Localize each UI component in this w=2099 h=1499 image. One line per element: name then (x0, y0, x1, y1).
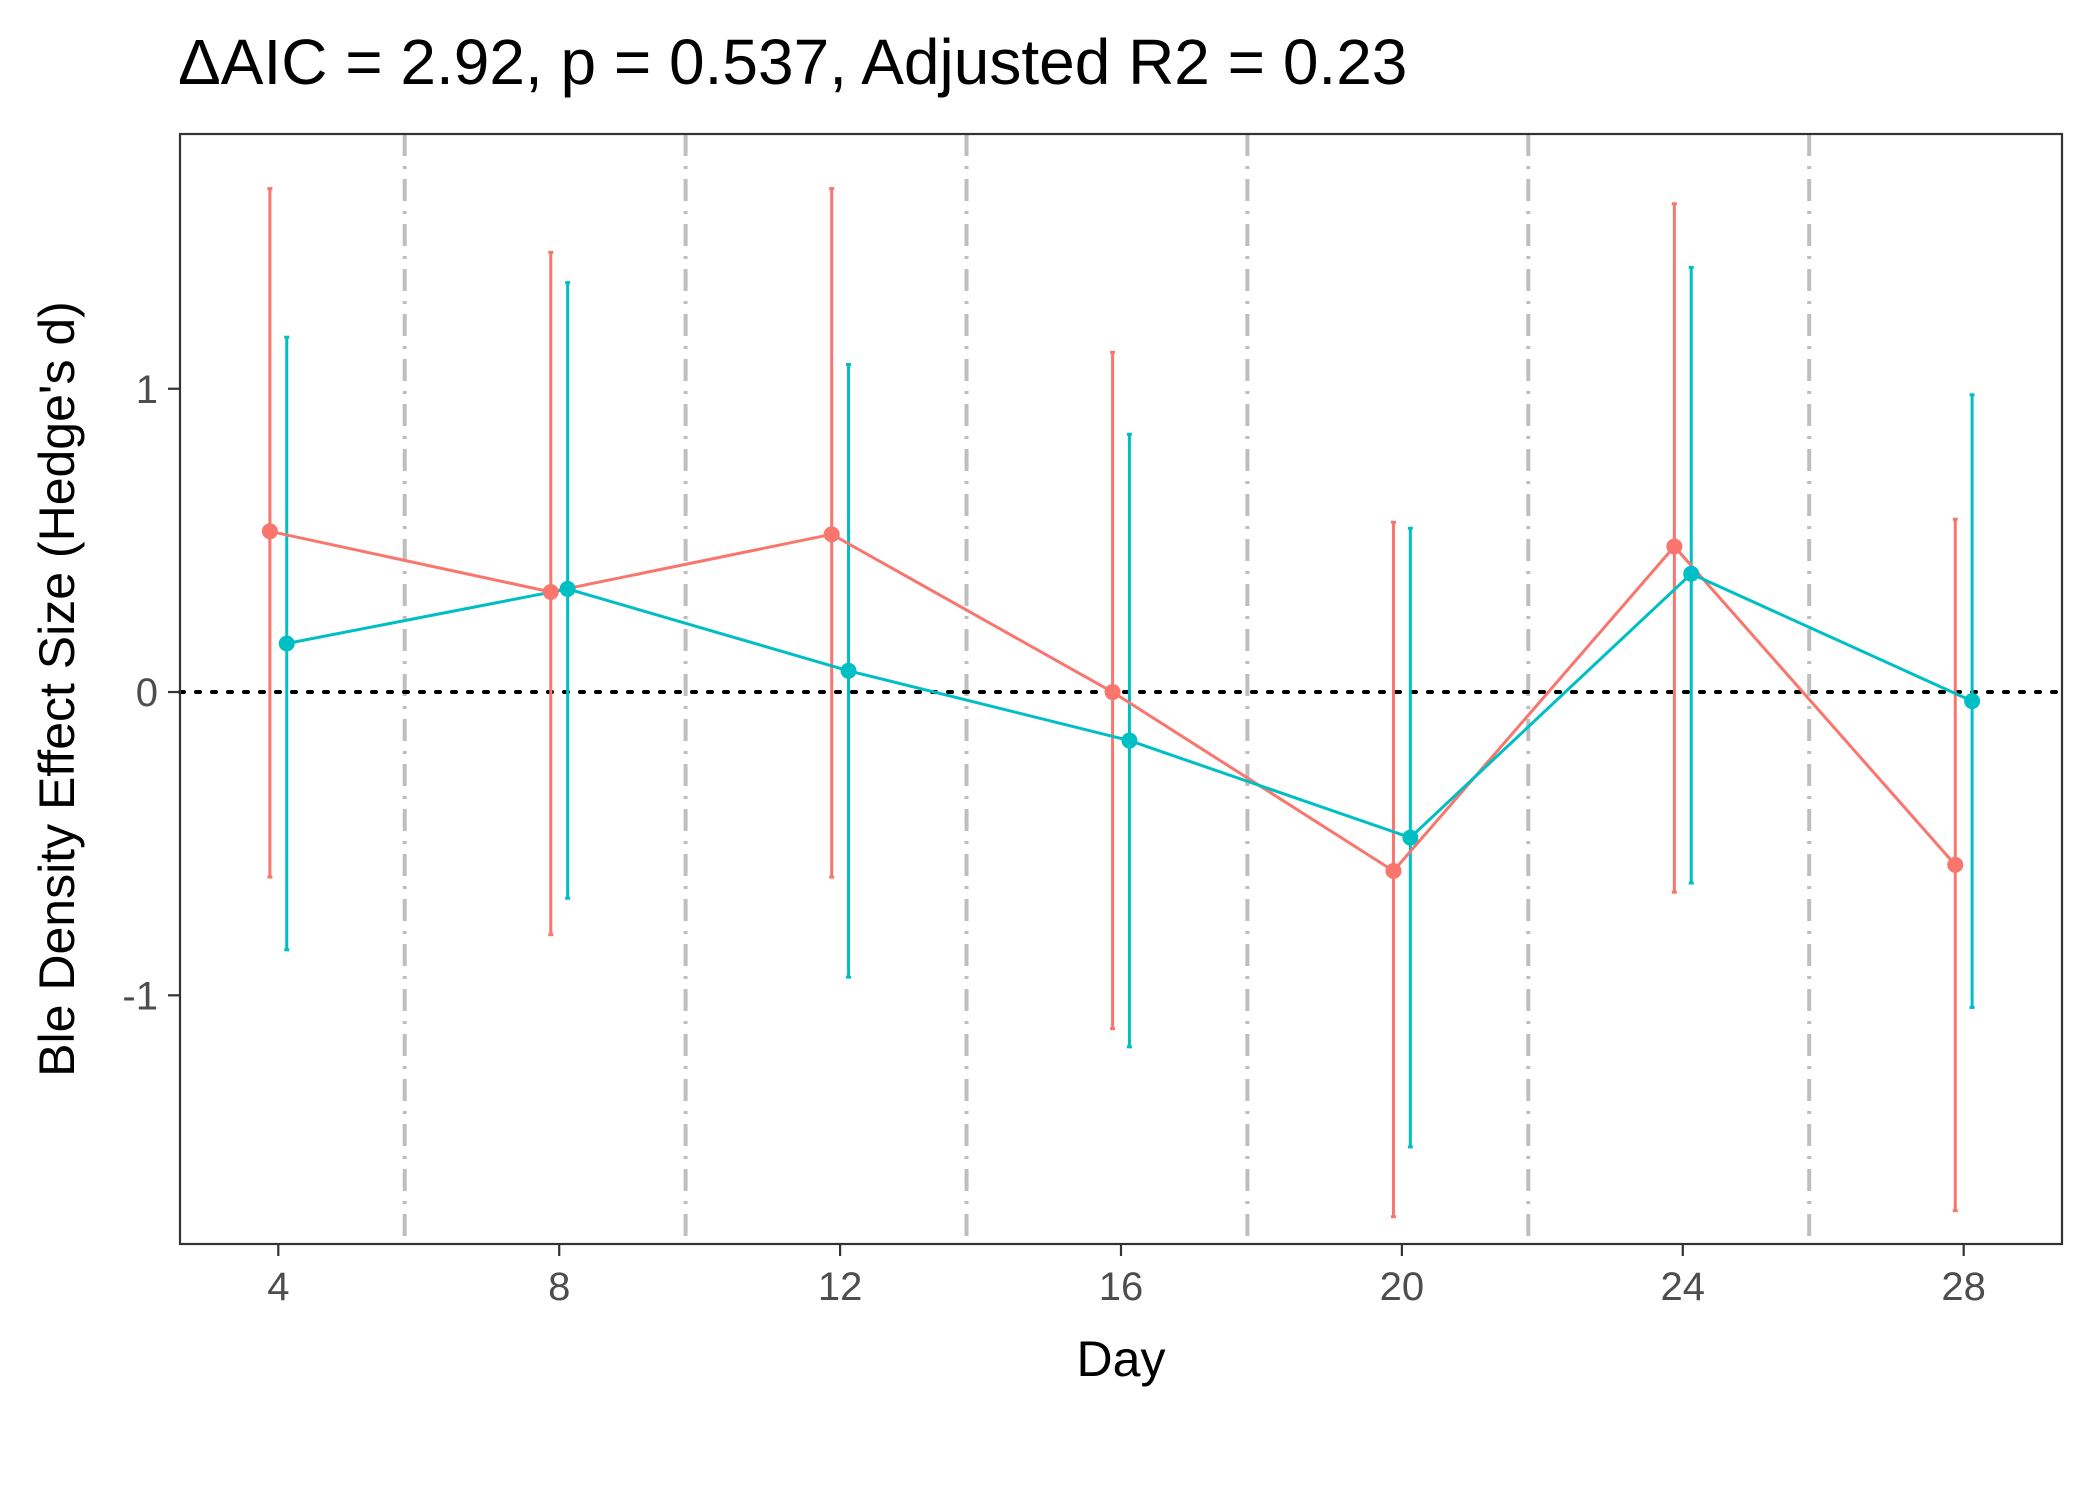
x-tick-label-6: 28 (1941, 1265, 1986, 1309)
vertical-separators (402, 134, 1812, 1244)
error-bars (267, 187, 1975, 1219)
data-point-series0-3 (1104, 684, 1121, 701)
data-point-series0-1 (542, 583, 559, 600)
data-point-series1-5 (1683, 565, 1700, 582)
data-point-series0-5 (1666, 538, 1683, 555)
x-tick-label-1: 8 (548, 1265, 570, 1309)
x-tick-label-5: 24 (1661, 1265, 1706, 1309)
data-point-series1-4 (1402, 829, 1419, 846)
chart-title: ΔAIC = 2.92, p = 0.537, Adjusted R2 = 0.… (178, 26, 1407, 98)
data-point-series1-1 (559, 580, 576, 597)
data-point-series0-0 (261, 523, 278, 540)
x-tick-label-0: 4 (267, 1265, 289, 1309)
y-axis-title: Ble Density Effect Size (Hedge's d) (29, 301, 85, 1077)
x-axis: 4 8 12 16 20 24 28 (267, 1244, 1986, 1309)
data-point-series1-0 (278, 635, 295, 652)
y-tick-label-0: -1 (122, 974, 158, 1018)
data-point-series1-6 (1964, 693, 1981, 710)
data-point-series1-2 (840, 662, 857, 679)
x-tick-label-3: 16 (1099, 1265, 1144, 1309)
plot-panel (178, 132, 2064, 1246)
data-point-series0-2 (823, 526, 840, 543)
series-points (261, 523, 1981, 879)
x-tick-label-4: 20 (1380, 1265, 1425, 1309)
y-axis: -1 0 1 (122, 368, 180, 1018)
data-point-series0-4 (1385, 862, 1402, 879)
x-tick-label-2: 12 (818, 1265, 863, 1309)
data-point-series1-3 (1121, 732, 1138, 749)
series-lines (269, 529, 1973, 873)
y-tick-label-2: 1 (136, 368, 158, 412)
y-tick-label-1: 0 (136, 671, 158, 715)
x-axis-title: Day (1077, 1331, 1166, 1387)
data-point-series0-6 (1947, 856, 1964, 873)
